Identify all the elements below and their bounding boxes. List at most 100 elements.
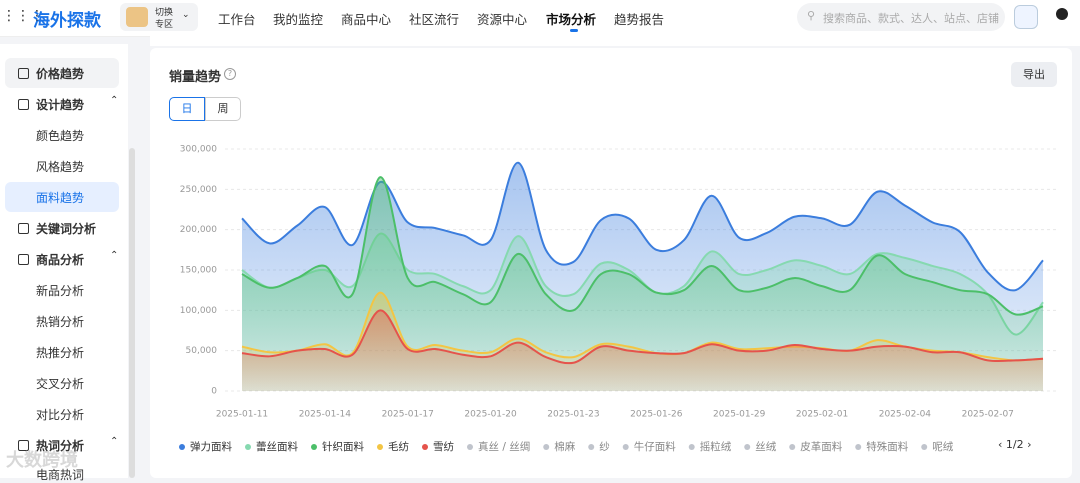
nav-item[interactable]: 商品中心	[341, 12, 392, 27]
selected-bg	[5, 182, 119, 212]
legend-label: 毛纺	[388, 440, 409, 453]
legend-label: 皮革面料	[800, 440, 842, 453]
series-line	[241, 176, 1044, 316]
legend-label: 摇粒绒	[700, 440, 732, 453]
y-tick-label: 150,000	[180, 266, 217, 276]
sidebar-item[interactable]: 风格趋势	[36, 160, 85, 174]
logo[interactable]: 海外探款	[33, 11, 101, 31]
legend-dot	[467, 444, 473, 450]
sidebar-icon	[18, 254, 29, 265]
sidebar-icon	[18, 440, 29, 451]
legend-label: 呢绒	[932, 440, 953, 453]
tab-week[interactable]: 周	[205, 97, 241, 121]
legend-label: 牛仔面料	[634, 440, 676, 453]
sidebar-item[interactable]: 颜色趋势	[36, 129, 85, 143]
legend: 弹力面料 蕾丝面料 针织面料 毛纺 雪纺 真丝 / 丝绸 棉麻 纱 牛仔面料 摇粒绒 丝绒 皮革面料 特…	[179, 440, 954, 453]
legend-dot	[744, 444, 751, 450]
legend-label: 针织面料	[322, 440, 364, 453]
sidebar-icon	[18, 68, 29, 79]
nav-active-bar	[570, 29, 578, 32]
legend-label: 特殊面料	[866, 440, 908, 453]
switch-label: 切换	[155, 8, 174, 18]
y-tick-label: 0	[211, 387, 217, 397]
user-avatar[interactable]	[1056, 8, 1068, 20]
legend-dot	[179, 444, 185, 450]
search-box[interactable]: 搜索商品、款式、达人、站点、店铺 ⚲	[797, 3, 1005, 31]
legend-dot	[622, 444, 629, 450]
chevron: ⌄	[182, 10, 190, 20]
legend-label: 弹力面料	[190, 440, 232, 453]
legend-dot	[855, 444, 862, 450]
sidebar-item[interactable]: 价格趋势	[36, 67, 85, 81]
legend-dot	[245, 444, 251, 450]
help-icon[interactable]: ?	[224, 68, 236, 80]
top-nav: ⋮⋮⋮ 海外探款 切换 专区 ⌄ 搜索商品、款式、达人、站点、店铺 ⚲ 工作台 我…	[0, 0, 1080, 37]
search-placeholder: 搜索商品、款式、达人、站点、店铺	[823, 12, 999, 25]
legend-label: 丝绒	[755, 440, 776, 453]
x-tick-label: 2025-01-11	[216, 410, 268, 420]
page-indicator: 1/2	[1005, 438, 1024, 451]
x-tick-label: 2025-01-29	[713, 410, 766, 420]
x-tick-label: 2025-02-07	[962, 410, 1014, 420]
sidebar-item[interactable]: 商品分析	[36, 253, 85, 267]
scrollbar	[129, 148, 135, 478]
card-title: 销量趋势	[169, 70, 222, 85]
sidebar-item[interactable]: 对比分析	[36, 408, 85, 422]
sidebar-item[interactable]: 交叉分析	[36, 377, 85, 391]
legend-dot	[688, 444, 695, 450]
x-tick-label: 2025-01-26	[630, 410, 683, 420]
y-tick-label: 200,000	[180, 225, 217, 235]
search-icon: ⚲	[807, 9, 816, 22]
sidebar-item[interactable]: 热推分析	[36, 346, 85, 360]
nav-item[interactable]: 社区流行	[409, 12, 460, 27]
nav-item[interactable]: 市场分析	[546, 12, 597, 27]
legend-dot	[311, 444, 317, 450]
nav-item[interactable]: 我的监控	[273, 12, 324, 27]
y-tick-label: 100,000	[180, 306, 217, 316]
nav-item[interactable]: 资源中心	[477, 12, 528, 27]
x-tick-label: 2025-02-01	[796, 410, 848, 420]
expand-arrow: ⌃	[110, 95, 119, 106]
legend-pager[interactable]: ‹ 1/2 ›	[998, 438, 1032, 451]
switch-zone[interactable]: 切换 专区 ⌄	[120, 3, 198, 31]
x-tick-label: 2025-01-23	[547, 410, 599, 420]
expand-arrow: ⌃	[110, 436, 119, 447]
y-tick-label: 50,000	[186, 346, 218, 356]
y-tick-label: 250,000	[180, 185, 217, 195]
legend-dot	[921, 444, 928, 450]
nav-item[interactable]: 趋势报告	[614, 12, 665, 27]
legend-dot	[422, 444, 428, 450]
sidebar-icon	[18, 99, 29, 110]
series-area	[242, 310, 1043, 391]
x-tick-label: 2025-02-04	[879, 410, 932, 420]
legend-dot	[789, 444, 796, 450]
sidebar-item[interactable]: 面料趋势	[36, 191, 85, 205]
legend-label: 真丝 / 丝绸	[478, 440, 530, 453]
legend-dot	[377, 444, 383, 450]
x-tick-label: 2025-01-14	[299, 410, 352, 420]
y-tick-label: 300,000	[180, 145, 217, 155]
switch-label: 专区	[155, 20, 174, 30]
tab-day[interactable]: 日	[169, 97, 205, 121]
camera-search[interactable]	[1014, 5, 1038, 29]
legend-label: 棉麻	[554, 440, 575, 453]
export-button[interactable]: 导出	[1011, 62, 1057, 87]
sidebar-item[interactable]: 设计趋势	[36, 98, 85, 112]
sidebar-icon	[18, 223, 29, 234]
sidebar-item[interactable]: 关键词分析	[36, 222, 97, 236]
nav-item[interactable]: 工作台	[218, 12, 256, 27]
x-tick-label: 2025-01-20	[464, 410, 517, 420]
sidebar-item[interactable]: 热词分析	[36, 439, 85, 453]
top-cards	[150, 36, 1080, 46]
legend-dot	[543, 444, 550, 450]
watermark: 大数跨境	[6, 450, 78, 471]
hover-bg	[5, 58, 119, 88]
sidebar-item[interactable]: 热销分析	[36, 315, 85, 329]
x-tick-label: 2025-01-17	[382, 410, 434, 420]
menu-icon[interactable]: ⋮⋮⋮	[2, 8, 44, 24]
zone-icon	[126, 7, 148, 27]
sidebar-item[interactable]: 新品分析	[36, 284, 85, 298]
legend-label: 雪纺	[433, 440, 454, 453]
series-line	[241, 309, 1044, 365]
